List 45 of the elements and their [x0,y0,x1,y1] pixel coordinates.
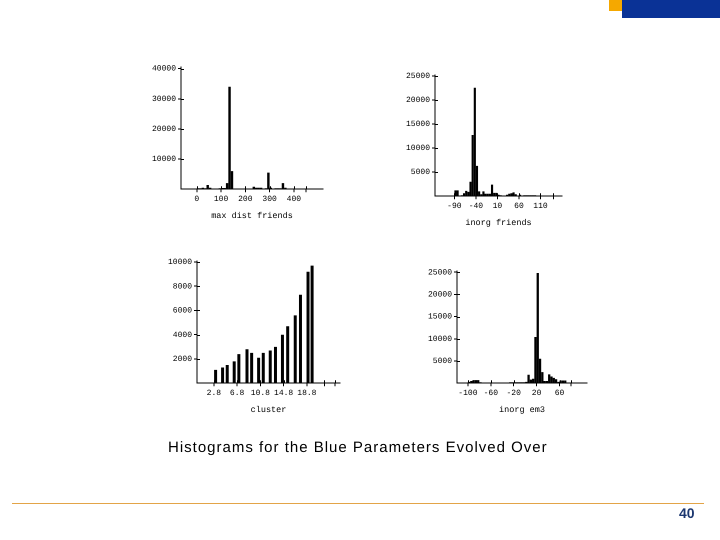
x-tick-label: 60 [554,389,565,398]
x-tick-label: 110 [533,202,548,212]
x-tick-label: 300 [262,195,277,204]
y-tick-label: 5000 [410,168,430,178]
y-tick-label: 25000 [428,268,452,278]
x-tick-label: -100 [458,389,478,398]
x-tick-label: 20 [532,389,542,398]
y-tick-label: 10000 [406,144,430,154]
x-tick-label: 10.8 [250,389,270,398]
y-tick-label: 20000 [152,125,176,134]
y-tick-label: 5000 [432,357,452,366]
x-axis-title: cluster [250,405,286,416]
x-tick-label: 18.8 [297,389,317,398]
y-tick-label: 10000 [428,334,452,344]
y-tick-label: 20000 [428,290,452,300]
x-tick-label: 2.8 [206,389,222,398]
x-tick-label: 10 [492,202,502,212]
y-tick-label: 15000 [428,312,452,322]
x-axis-title: max dist friends [211,211,293,222]
y-tick-label: 25000 [406,72,430,81]
x-tick-label: -20 [506,389,522,398]
text: 40 [679,505,695,521]
x-tick-label: 60 [514,202,524,212]
y-tick-label: 30000 [152,94,176,104]
x-tick-label: 14.8 [274,389,294,398]
y-tick-label: 10000 [152,155,176,164]
y-tick-label: 4000 [172,330,192,340]
x-tick-label: -40 [468,202,484,212]
y-tick-label: 2000 [172,355,192,364]
x-tick-label: 400 [286,195,302,204]
y-tick-label: 8000 [172,282,192,292]
y-tick-label: 6000 [172,306,192,316]
x-tick-label: -60 [484,389,498,398]
y-tick-label: 15000 [406,120,430,130]
x-axis-title: inorg friends [465,218,532,228]
y-tick-label: 20000 [406,96,430,105]
x-tick-label: 6.8 [230,389,245,398]
text: Histograms for the Blue Parameters Evolved Over [168,439,548,456]
x-tick-label: -90 [447,202,462,212]
x-axis-title: inorg em3 [499,405,545,416]
y-tick-label: 10000 [168,258,192,268]
x-tick-label: 100 [214,195,228,204]
y-tick-label: 40000 [152,64,176,74]
x-tick-label: 0 [194,195,200,204]
x-tick-label: 200 [238,195,253,204]
